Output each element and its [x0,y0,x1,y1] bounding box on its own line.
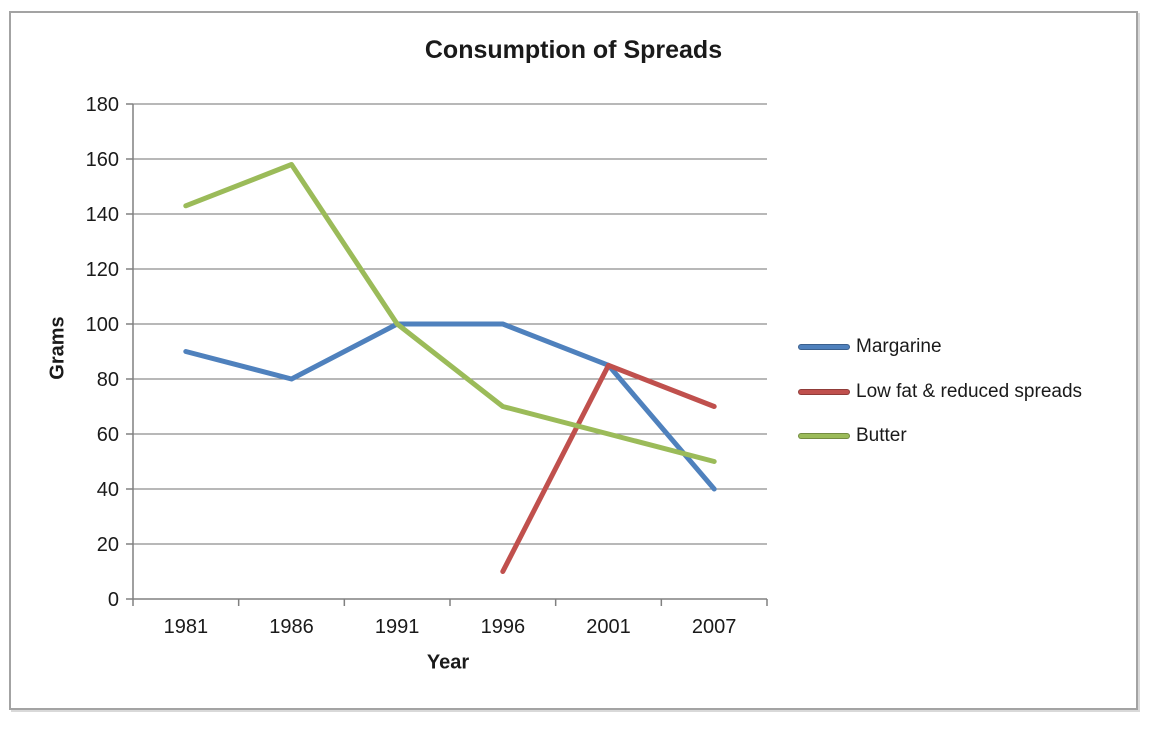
legend-item: Low fat & reduced spreads [798,370,1082,415]
legend-swatch [798,344,850,351]
legend: Margarine Low fat & reduced spreads Butter [798,325,1082,459]
x-axis-tick-labels: 1981 1986 1991 1996 2001 2007 [164,616,737,638]
legend-label: Butter [856,425,907,447]
gridlines [133,103,767,545]
y-tick-label: 160 [86,149,119,171]
legend-label: Margarine [856,336,942,358]
y-tick-label: 100 [86,314,119,336]
y-tick-label: 40 [97,479,119,501]
legend-item: Margarine [798,325,1082,370]
chart-title: Consumption of Spreads [424,36,723,64]
y-tick-label: 60 [97,424,119,446]
axes [126,103,768,606]
series-line-low-fat-reduced-spreads [500,362,717,574]
x-tick-label: 1986 [269,616,314,638]
y-tick-label: 120 [86,259,119,281]
chart-frame [9,11,1138,710]
y-axis-title: Grams [46,316,69,380]
legend-label: Low fat & reduced spreads [856,380,1083,402]
x-tick-label: 1996 [481,616,526,638]
x-axis-title: Year [426,651,470,674]
legend-swatch [798,433,850,440]
x-tick-label: 1981 [164,616,209,638]
legend-item: Butter [798,414,1082,459]
x-tick-label: 1991 [375,616,420,638]
y-tick-label: 0 [108,589,119,611]
y-tick-label: 80 [97,369,119,391]
legend-swatch [798,388,850,395]
y-tick-label: 140 [86,204,119,226]
y-tick-label: 180 [86,94,119,116]
y-axis-tick-labels: 0 20 40 60 80 100 120 140 160 180 [86,94,119,611]
x-tick-label: 2007 [692,616,737,638]
series-line-margarine [183,321,717,492]
y-tick-label: 20 [97,534,119,556]
x-tick-label: 2001 [586,616,631,638]
series-line-butter [183,162,717,464]
